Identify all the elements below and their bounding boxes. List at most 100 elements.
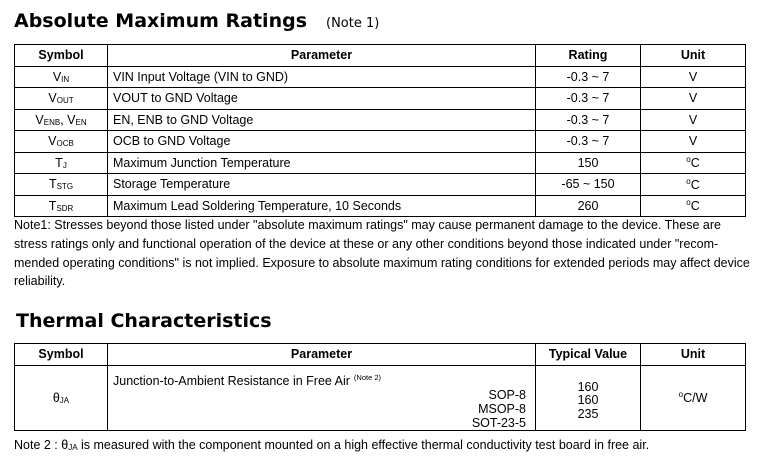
text: Note 2 : [14,438,62,452]
subscript: IN [61,74,70,84]
header-cell: Parameter [107,44,536,67]
cell: oC [640,194,746,217]
cell: Maximum Junction Temperature [107,151,536,174]
text: VOUT to GND Voltage [113,91,238,106]
cell: V [640,87,746,110]
cell: Storage Temperature [107,173,536,196]
subscript: STG [56,182,74,192]
cell: VOUT to GND Voltage [107,87,536,110]
subscript: EN [75,117,87,127]
row: TSTG Storage Temperature -65 ~ 150 oC [14,173,746,196]
cell: TSDR [14,194,108,217]
text: -0.3 ~ 7 [566,134,610,149]
cell: VOUT [14,87,108,110]
header-row: Symbol Parameter Rating Unit [14,44,746,67]
text: Maximum Lead Soldering Temperature, 10 S… [113,198,402,213]
superscript: o [686,198,691,208]
text: V [52,69,62,84]
text: Storage Temperature [113,177,231,192]
cell: θJA [14,364,108,431]
text: C [690,199,700,214]
header-cell: Rating [535,44,641,67]
text: Junction-to-Ambient Resistance in Free A… [113,373,350,388]
cell: -0.3 ~ 7 [535,130,641,153]
text: V [688,91,698,106]
cell: VIN Input Voltage (VIN to GND) [107,65,536,88]
cell: 260 [535,194,641,217]
param-line: Junction-to-Ambient Resistance in Free A… [113,371,530,388]
text: VIN Input Voltage (VIN to GND) [113,69,289,84]
cell: VENB, VEN [14,108,108,131]
row: TSDR Maximum Lead Soldering Temperature, … [14,194,746,217]
cell: V [640,108,746,131]
thermal-table: Symbol Parameter Typical Value Unit θJA Junct… [14,343,746,431]
note-line: reliability. [14,274,66,289]
text: 150 [577,155,599,170]
text: Maximum Junction Temperature [113,155,291,170]
text: V [48,134,57,149]
text: -65 ~ 150 [561,177,615,192]
subscript: JA [59,395,70,405]
cell: -0.3 ~ 7 [535,87,641,110]
value: 160 [577,379,599,394]
row: θJA Junction-to-Ambient Resistance in Fre… [14,364,746,431]
subscript: OCB [56,139,74,149]
cell: -0.3 ~ 7 [535,108,641,131]
note-2: Note 2 : θJA is measured with the compon… [14,436,649,458]
superscript: o [686,176,691,186]
superscript: o [686,155,691,165]
note-ref: (Note 1) [326,16,380,31]
package: MSOP-8 [478,401,526,416]
cell: oC/W [640,364,746,431]
cell: V [640,130,746,153]
text: -0.3 ~ 7 [566,91,610,106]
row: VIN VIN Input Voltage (VIN to GND) -0.3 ~ … [14,65,746,88]
ratings-table: Symbol Parameter Rating Unit VIN VIN Input Vo… [14,44,746,217]
cell: oC [640,173,746,196]
package: SOP-8 [488,387,526,402]
cell: -65 ~ 150 [535,173,641,196]
text: V [48,91,57,106]
text: T [48,177,57,192]
cell: Maximum Lead Soldering Temperature, 10 S… [107,194,536,217]
header-row: Symbol Parameter Typical Value Unit [14,343,746,366]
superscript: (Note 2) [353,372,382,382]
subscript: OUT [56,96,74,106]
cell: VOCB [14,130,108,153]
text: -0.3 ~ 7 [566,69,610,84]
note-1: Note1: Stresses beyond those listed unde… [14,216,750,291]
subscript: ENB [43,117,61,127]
header-cell: Typical Value [535,343,641,366]
header-cell: Unit [640,44,746,67]
value: 160 [577,393,599,407]
text: C [690,177,700,192]
text: θ [52,390,60,405]
subscript: JA [68,443,78,452]
text: C [690,156,700,171]
value: 235 [577,406,599,421]
text: 260 [577,198,599,213]
note-line: mended operating conditions" is not impl… [14,255,750,270]
section-title: Absolute Maximum Ratings [14,10,308,32]
row: TJ Maximum Junction Temperature 150 oC [14,151,746,174]
cell: oC [640,151,746,174]
cell: VIN [14,65,108,88]
text: , V [60,112,76,127]
cell: TSTG [14,173,108,196]
text: V [688,134,698,149]
text: V [688,69,698,84]
note-line: stress ratings only and functional opera… [14,236,719,251]
text: V [35,112,44,127]
cell: Junction-to-Ambient Resistance in Free A… [107,364,536,431]
header-cell: Parameter [107,343,536,366]
text: OCB to GND Voltage [113,134,231,149]
text: V [688,112,698,127]
header-cell: Symbol [14,44,108,67]
cell: -0.3 ~ 7 [535,65,641,88]
text: T [55,155,63,170]
text: C/W [683,391,708,405]
